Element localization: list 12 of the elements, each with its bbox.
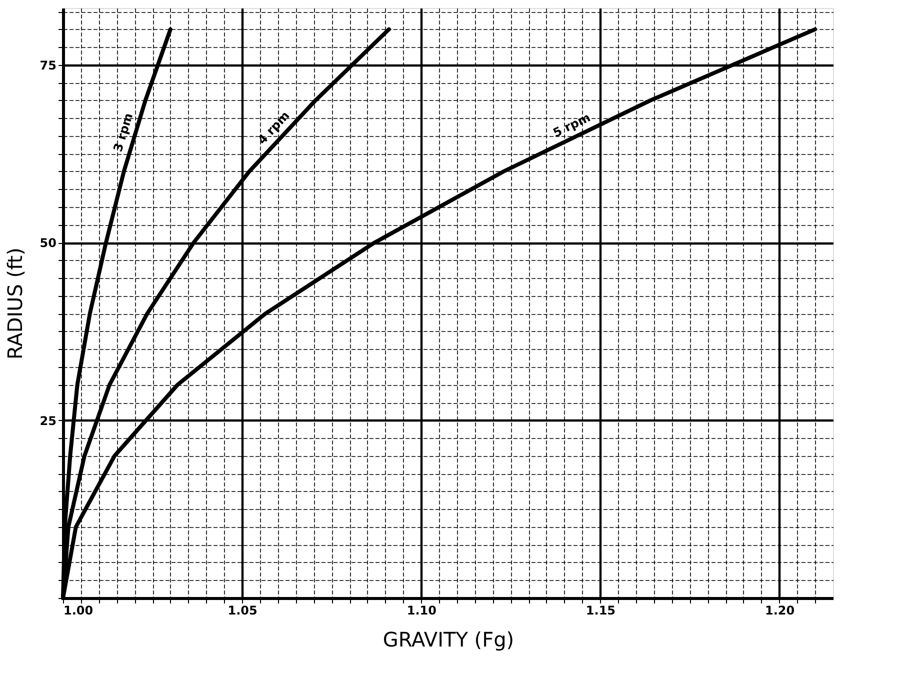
text: 5 rpm — [550, 110, 593, 140]
x-tick-label: 1.15 — [586, 604, 616, 618]
x-tick-label: 1.00 — [64, 604, 94, 618]
y-tick-label: 25 — [40, 414, 56, 428]
y-axis-title: RADIUS (ft) — [2, 248, 27, 360]
text: 3 rpm — [110, 112, 136, 154]
x-tick-label: 1.05 — [228, 604, 258, 618]
y-tick-label: 50 — [40, 236, 56, 250]
x-tick-label: 1.20 — [764, 604, 795, 618]
x-tick-label: 1.10 — [406, 604, 436, 618]
x-axis-title: GRAVITY (Fg) — [382, 628, 514, 652]
y-tick-label: 75 — [40, 58, 56, 72]
